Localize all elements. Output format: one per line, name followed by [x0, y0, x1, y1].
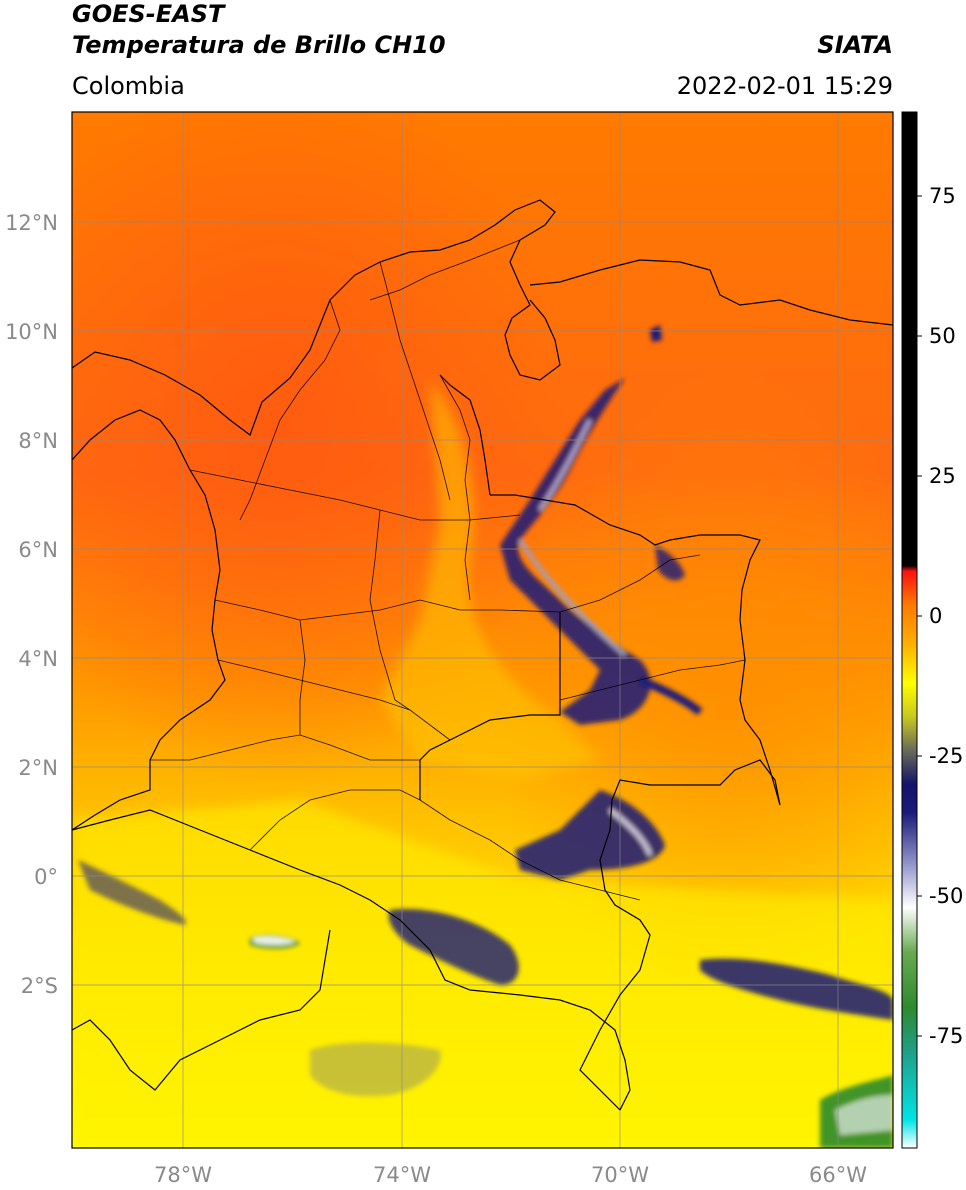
lat-axis: 12°N 10°N 8°N 6°N 4°N 2°N 0° 2°S: [5, 211, 58, 998]
lat-tick-label: 10°N: [5, 320, 58, 344]
datetime-label: 2022-02-01 15:29: [676, 72, 893, 100]
satellite-image: [72, 112, 893, 1148]
lon-tick-label: 78°W: [154, 1163, 212, 1187]
region-label: Colombia: [72, 72, 185, 100]
colorbar-tick-label: 0: [929, 604, 942, 628]
lat-tick-label: 2°S: [21, 974, 58, 998]
colorbar-tick-label: -50: [929, 884, 963, 908]
colorbar-gradient: [901, 111, 918, 1149]
colorbar-tick-label: -75: [929, 1024, 963, 1048]
lon-tick-label: 70°W: [591, 1163, 649, 1187]
lat-tick-label: 2°N: [18, 756, 58, 780]
lon-tick-label: 66°W: [809, 1163, 867, 1187]
colorbar-tick-label: -25: [929, 744, 963, 768]
graticule: [72, 112, 893, 1148]
lat-tick-label: 12°N: [5, 211, 58, 235]
lon-tick-label: 74°W: [373, 1163, 431, 1187]
lat-tick-label: 4°N: [18, 647, 58, 671]
colorbar-ticks: 75 50 25 0 -25 -50 -75: [917, 184, 963, 1048]
lat-tick-label: 0°: [34, 865, 58, 889]
colorbar-tick-label: 50: [929, 324, 956, 348]
colorbar: 75 50 25 0 -25 -50 -75: [901, 111, 963, 1149]
organization-label: SIATA: [817, 31, 893, 59]
lat-tick-label: 6°N: [18, 538, 58, 562]
lat-tick-label: 8°N: [18, 429, 58, 453]
lon-axis: 78°W 74°W 70°W 66°W: [154, 1163, 867, 1187]
colorbar-tick-label: 25: [929, 464, 956, 488]
product-title: Temperatura de Brillo CH10: [72, 31, 446, 59]
country-boundaries: [72, 199, 893, 1111]
colorbar-tick-label: 75: [929, 184, 956, 208]
department-boundaries: [150, 239, 746, 901]
satellite-title: GOES-EAST: [72, 0, 225, 28]
map-frame: [71, 111, 894, 1149]
